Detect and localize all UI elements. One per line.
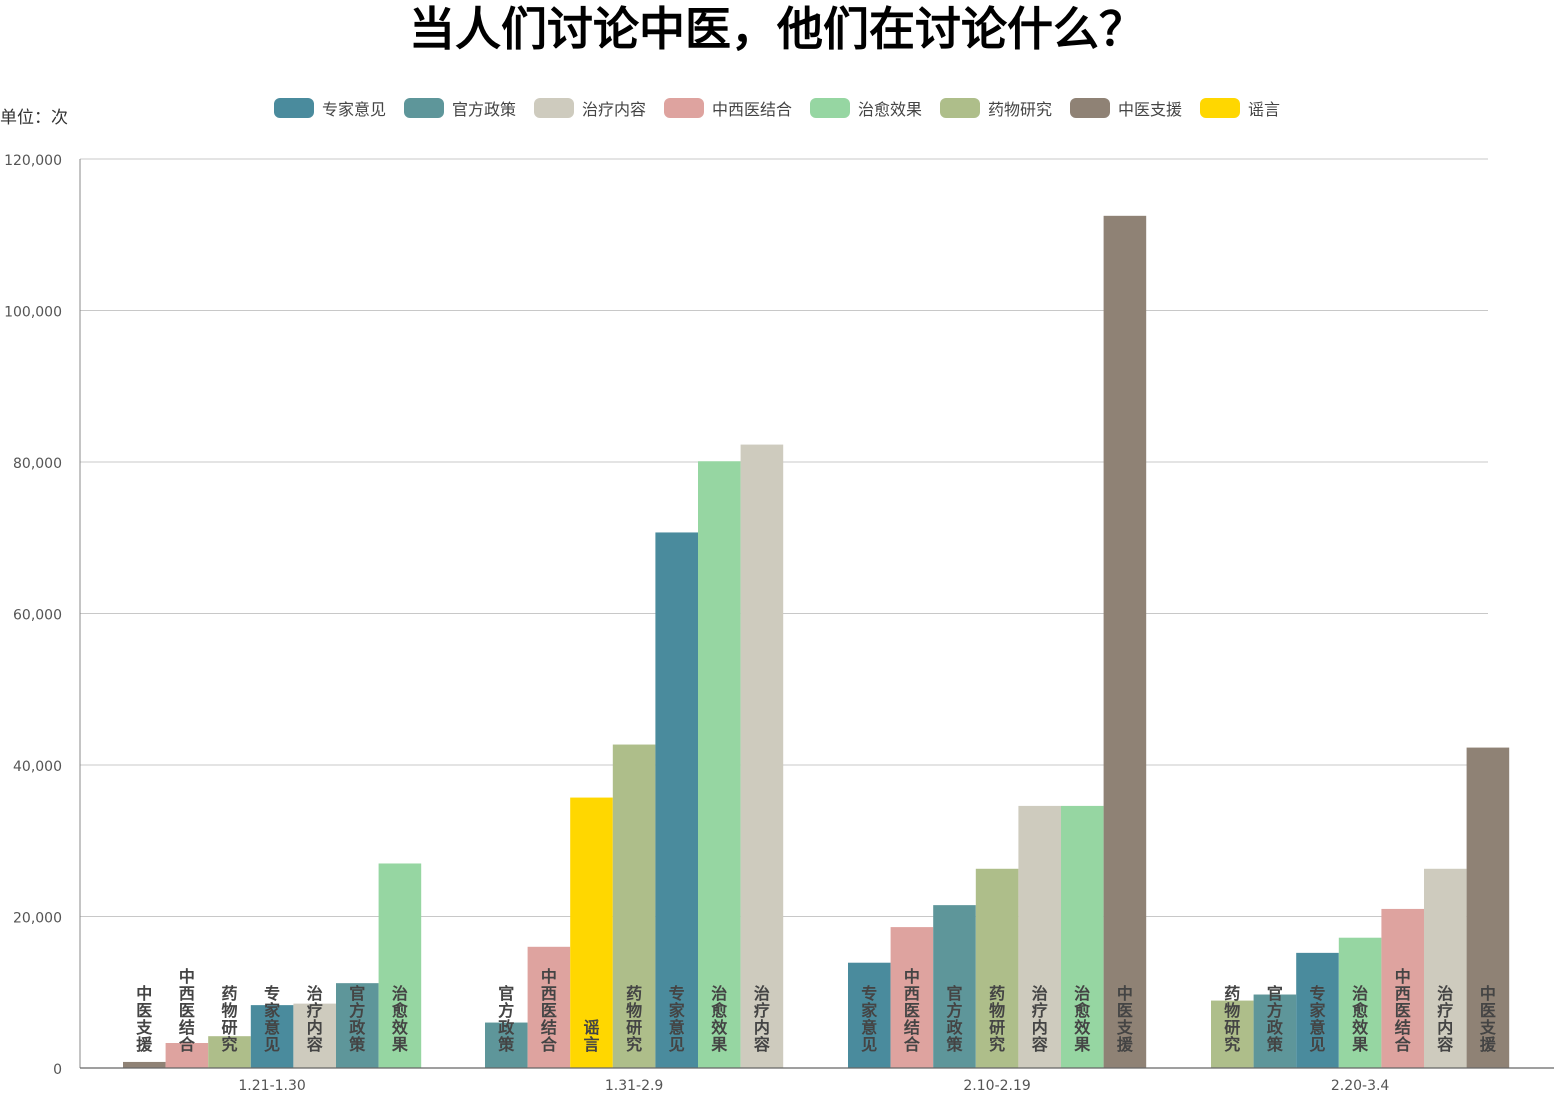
bar-label: 专家意见 (669, 984, 686, 1054)
bar-label: 治疗内容 (1031, 984, 1048, 1054)
legend-item: 治愈效果 (810, 96, 922, 120)
bar-label: 官方政策 (1266, 984, 1284, 1054)
y-tick-label: 40,000 (13, 759, 62, 775)
bar (698, 461, 741, 1068)
bar-label: 中医支援 (1116, 984, 1134, 1054)
chart-title: 当人们讨论中医，他们在讨论什么？ (409, 2, 1145, 56)
y-tick-label: 0 (53, 1062, 62, 1078)
y-tick-label: 120,000 (4, 153, 62, 169)
bar (848, 962, 891, 1068)
legend-swatch (1070, 98, 1111, 118)
legend-item: 中西医结合 (663, 96, 792, 120)
bar-label: 中西医结合 (903, 967, 921, 1054)
bar (1424, 868, 1467, 1068)
bar-label: 药物研究 (626, 984, 642, 1054)
y-tick-label: 100,000 (4, 305, 62, 321)
bar-label: 治疗内容 (306, 984, 323, 1054)
y-tick-label: 20,000 (13, 911, 62, 927)
bar (1338, 937, 1382, 1068)
bar (933, 905, 976, 1068)
legend-swatch (1200, 98, 1241, 118)
legend-label: 专家意见 (321, 100, 386, 119)
bar-label: 专家意见 (1309, 984, 1326, 1054)
y-tick-label: 60,000 (13, 608, 62, 624)
bar-label: 治疗内容 (753, 984, 770, 1054)
bar (1381, 908, 1424, 1068)
legend-item: 官方政策 (403, 96, 516, 120)
bar-label: 药物研究 (221, 984, 237, 1054)
bar-label: 谣言 (583, 1018, 599, 1054)
bar-label: 专家意见 (861, 984, 878, 1054)
bar (250, 1005, 294, 1068)
bar-label: 官方政策 (348, 984, 366, 1054)
legend-label: 官方政策 (451, 100, 516, 119)
legend-swatch (533, 98, 574, 118)
bar-label: 中医支援 (135, 984, 153, 1054)
bar (165, 1043, 209, 1068)
bar (1296, 952, 1339, 1068)
legend-swatch (403, 98, 444, 118)
bar-label: 治愈效果 (1073, 984, 1091, 1054)
legend-label: 中西医结合 (711, 100, 792, 119)
legend-item: 中医支援 (1070, 96, 1182, 120)
unit-label: 单位：次 (0, 108, 68, 128)
legend-swatch (810, 98, 850, 118)
y-tick-label: 80,000 (13, 456, 62, 472)
bar-label: 治疗内容 (1436, 984, 1453, 1054)
bar (570, 797, 613, 1068)
legend-item: 药物研究 (940, 96, 1052, 120)
bar (740, 444, 784, 1068)
bar-label: 中西医结合 (1394, 967, 1412, 1054)
bar (1211, 1000, 1254, 1068)
bar-label: 专家意见 (264, 984, 281, 1054)
legend-item: 专家意见 (273, 96, 386, 120)
legend-item: 谣言 (1200, 96, 1280, 120)
bar (1466, 747, 1510, 1068)
bar (1018, 805, 1061, 1068)
bar-label: 中西医结合 (178, 967, 196, 1054)
bar (1061, 805, 1104, 1068)
x-category-label: 2.20-3.4 (1331, 1078, 1390, 1094)
bar (975, 868, 1019, 1068)
bar-label: 中医支援 (1479, 984, 1497, 1054)
legend-item: 治疗内容 (533, 96, 646, 120)
x-category-label: 1.31-2.9 (605, 1078, 664, 1094)
bar (485, 1022, 528, 1068)
bar-label: 治愈效果 (710, 984, 728, 1054)
bar (1253, 994, 1297, 1068)
bar (527, 946, 571, 1068)
bar-label: 官方政策 (945, 984, 963, 1054)
legend-label: 治疗内容 (581, 100, 646, 119)
bar-label: 官方政策 (497, 984, 515, 1054)
bar-label: 药物研究 (1224, 984, 1240, 1054)
bar (123, 1061, 166, 1068)
legend-label: 治愈效果 (858, 100, 923, 119)
legend-swatch (273, 98, 314, 118)
x-category-label: 2.10-2.19 (963, 1078, 1030, 1094)
bar-label: 中西医结合 (540, 967, 558, 1054)
x-category-label: 1.21-1.30 (238, 1078, 305, 1094)
bar (655, 532, 698, 1068)
bar-label: 治愈效果 (391, 984, 409, 1054)
legend-label: 药物研究 (988, 100, 1053, 119)
bar-label: 治愈效果 (1351, 984, 1369, 1054)
bar (378, 863, 422, 1068)
bar (890, 927, 934, 1068)
bar (1103, 215, 1147, 1068)
bar (336, 983, 379, 1068)
legend-swatch (940, 98, 981, 118)
bar (293, 1003, 336, 1068)
legend-label: 谣言 (1248, 100, 1281, 119)
legend-label: 中医支援 (1118, 100, 1183, 119)
bar (208, 1036, 251, 1068)
legend: 专家意见 官方政策 治疗内容 中西医结合 治愈效果 药物研究 中医支援 谣言 (0, 96, 1554, 120)
legend-swatch (663, 98, 704, 118)
bar (612, 744, 656, 1068)
bar-label: 药物研究 (989, 984, 1005, 1054)
